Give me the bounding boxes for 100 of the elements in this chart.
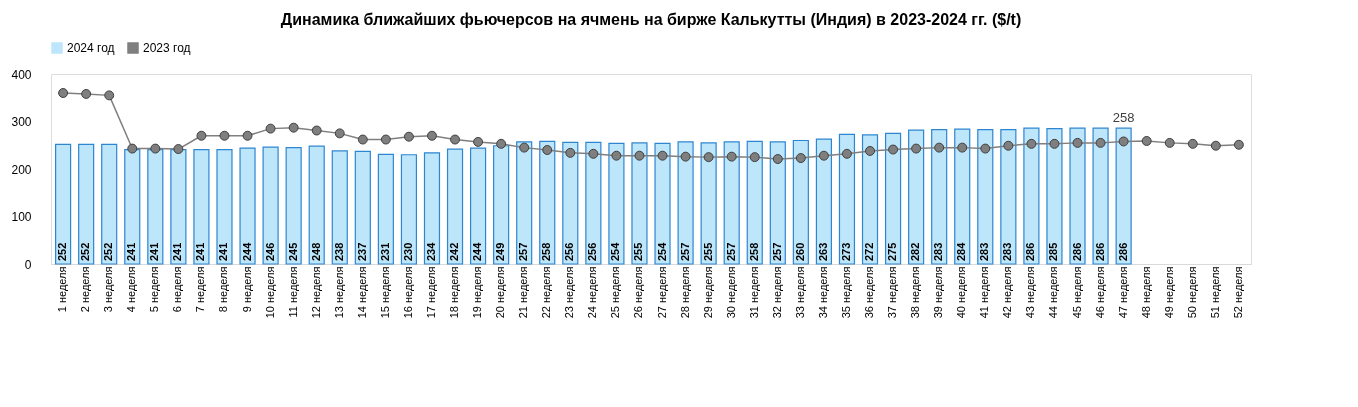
x-tick-label: 41 неделя bbox=[978, 266, 991, 319]
point bbox=[634, 150, 645, 161]
point bbox=[1026, 138, 1037, 149]
bar bbox=[400, 154, 418, 265]
data-label: 286 bbox=[1070, 242, 1083, 261]
x-tick-label: 34 неделя bbox=[816, 266, 829, 319]
x-tick-label: 24 неделя bbox=[586, 266, 599, 319]
data-label: 258 bbox=[1112, 110, 1135, 126]
bar bbox=[1046, 128, 1063, 265]
data-label: 244 bbox=[471, 241, 484, 261]
data-label: 242 bbox=[448, 242, 461, 261]
x-tick-label: 23 неделя bbox=[563, 266, 576, 319]
y-tick-label: 100 bbox=[11, 210, 32, 224]
bar bbox=[55, 143, 72, 265]
legend-label: 2024 год bbox=[67, 41, 115, 55]
point bbox=[1003, 140, 1014, 151]
bar bbox=[631, 142, 648, 265]
bar bbox=[815, 138, 832, 265]
point bbox=[519, 142, 530, 153]
bar bbox=[977, 128, 994, 265]
x-tick-label: 16 неделя bbox=[401, 266, 414, 319]
bar bbox=[1069, 127, 1086, 265]
bar bbox=[170, 148, 187, 265]
legend-label: 2023 год bbox=[143, 41, 191, 55]
data-label: 285 bbox=[1047, 242, 1060, 261]
point bbox=[680, 151, 691, 162]
bar bbox=[585, 141, 602, 265]
data-label: 273 bbox=[839, 242, 852, 261]
point bbox=[403, 131, 414, 142]
point bbox=[1072, 137, 1083, 148]
x-tick-label: 33 неделя bbox=[793, 266, 806, 319]
point bbox=[657, 150, 668, 161]
x-tick-label: 20 неделя bbox=[494, 266, 507, 319]
x-tick-label: 11 неделя bbox=[286, 266, 299, 318]
bar bbox=[677, 141, 694, 265]
point bbox=[196, 130, 207, 141]
point bbox=[58, 88, 69, 98]
x-tick-label: 13 неделя bbox=[332, 266, 345, 319]
bar bbox=[608, 142, 625, 265]
bar bbox=[285, 147, 302, 265]
bar bbox=[331, 150, 348, 265]
x-tick-label: 12 неделя bbox=[309, 266, 322, 319]
point bbox=[726, 151, 737, 162]
bar bbox=[377, 153, 394, 265]
data-label: 283 bbox=[932, 242, 945, 261]
x-tick-label: 32 неделя bbox=[770, 266, 783, 319]
point bbox=[957, 142, 968, 153]
x-tick-label: 43 неделя bbox=[1024, 266, 1037, 319]
bar bbox=[493, 145, 510, 265]
x-tick-label: 25 неделя bbox=[609, 266, 622, 319]
point bbox=[450, 134, 461, 145]
bar bbox=[193, 148, 210, 265]
x-tick-label: 48 неделя bbox=[1139, 266, 1152, 319]
x-tick-label: 52 неделя bbox=[1231, 266, 1244, 319]
chart-title: Динамика ближайших фьючерсов на ячмень на бирже Калькутты (Индия) в 2023-2024 гг. ($/t) bbox=[280, 11, 1022, 28]
point bbox=[150, 143, 161, 154]
data-label: 272 bbox=[863, 242, 876, 261]
data-label: 260 bbox=[793, 242, 806, 261]
x-tick-label: 47 неделя bbox=[1116, 266, 1129, 319]
data-label: 256 bbox=[563, 242, 576, 261]
bar bbox=[354, 150, 371, 265]
bar bbox=[147, 148, 164, 265]
x-tick-label: 40 неделя bbox=[955, 266, 968, 319]
x-tick-label: 18 неделя bbox=[448, 266, 461, 319]
data-label: 252 bbox=[79, 242, 92, 261]
point bbox=[1233, 139, 1244, 150]
x-tick-label: 31 неделя bbox=[747, 266, 760, 319]
bar bbox=[861, 134, 879, 265]
point bbox=[911, 143, 922, 154]
x-tick-label: 19 неделя bbox=[471, 266, 484, 319]
x-tick-label: 21 неделя bbox=[517, 266, 530, 319]
point bbox=[427, 130, 437, 141]
bar bbox=[746, 140, 763, 265]
point bbox=[311, 125, 322, 136]
bar bbox=[654, 142, 671, 265]
bar bbox=[562, 141, 579, 265]
x-tick-label: 2 неделя bbox=[79, 266, 92, 313]
data-label: 286 bbox=[1024, 242, 1037, 261]
point bbox=[703, 152, 714, 163]
data-label: 252 bbox=[102, 242, 115, 261]
x-tick-label: 5 неделя bbox=[148, 266, 161, 313]
point bbox=[1095, 137, 1106, 148]
y-tick-label: 300 bbox=[11, 115, 32, 129]
point bbox=[173, 144, 184, 155]
bar bbox=[539, 140, 556, 265]
data-label: 248 bbox=[309, 242, 322, 261]
x-tick-label: 10 неделя bbox=[263, 266, 276, 319]
x-tick-label: 51 неделя bbox=[1208, 266, 1221, 319]
data-label: 286 bbox=[1093, 242, 1106, 261]
data-label: 282 bbox=[909, 242, 922, 261]
x-tick-label: 26 неделя bbox=[632, 266, 645, 319]
data-label: 246 bbox=[263, 242, 276, 261]
x-tick-label: 46 неделя bbox=[1093, 266, 1106, 319]
x-tick-label: 4 неделя bbox=[125, 266, 138, 313]
point bbox=[473, 136, 484, 147]
data-label: 258 bbox=[747, 242, 760, 261]
bar bbox=[908, 129, 925, 265]
data-label: 254 bbox=[655, 241, 668, 261]
data-label: 283 bbox=[1001, 242, 1014, 261]
bar bbox=[838, 133, 856, 265]
